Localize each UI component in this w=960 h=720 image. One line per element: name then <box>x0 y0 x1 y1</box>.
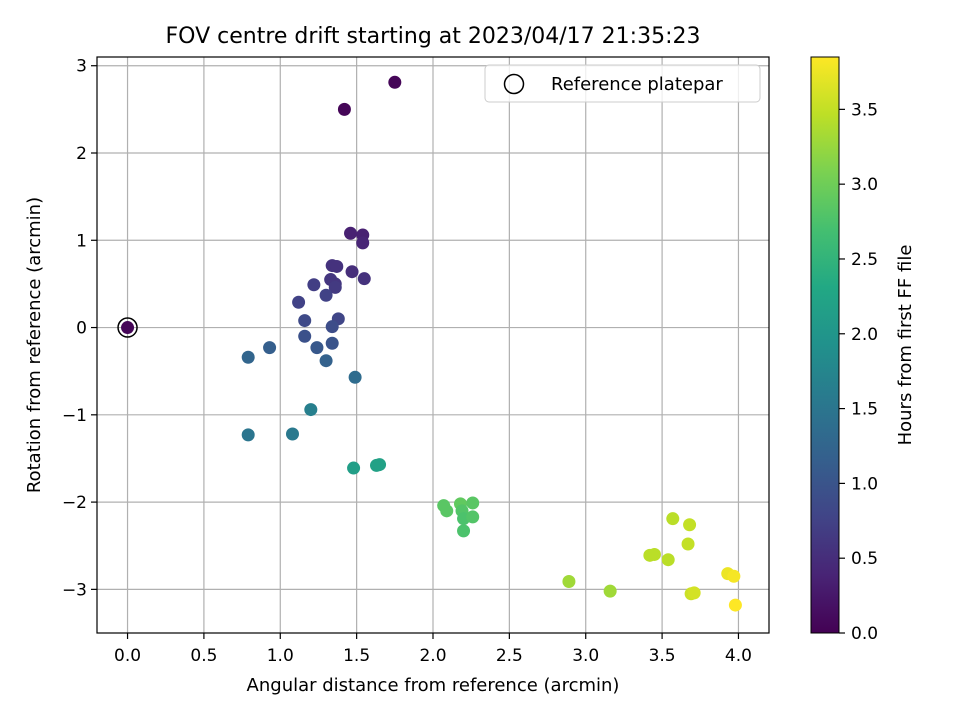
x-tick-label: 3.0 <box>572 646 599 666</box>
grid-layer <box>97 57 769 633</box>
scatter-point <box>347 461 361 475</box>
scatter-point <box>298 314 312 328</box>
scatter-point <box>683 518 697 532</box>
legend-box <box>484 64 761 103</box>
y-tick-label: 2 <box>76 144 87 164</box>
colorbar-tick-label: 3.0 <box>851 175 878 195</box>
x-tick-label: 2.0 <box>419 646 446 666</box>
scatter-point <box>328 280 342 294</box>
scatter-point <box>263 341 277 355</box>
y-tick-label: −1 <box>62 406 87 426</box>
scatter-point <box>241 428 255 442</box>
colorbar-label: Hours from first FF file <box>895 245 916 446</box>
x-tick-label: 0.0 <box>114 646 141 666</box>
y-tick-label: −2 <box>62 493 87 513</box>
scatter-point <box>307 278 321 292</box>
scatter-point <box>727 569 741 583</box>
colorbar-tick-label: 0.0 <box>851 624 878 644</box>
scatter-point <box>562 575 576 589</box>
scatter-point <box>647 547 661 561</box>
x-tick-label: 1.0 <box>267 646 294 666</box>
colorbar-tick-label: 3.5 <box>851 100 878 120</box>
scatter-point <box>337 102 351 116</box>
legend: Reference platepar <box>484 64 761 103</box>
scatter-point <box>310 341 324 355</box>
scatter-point <box>728 598 742 612</box>
scatter-point <box>348 370 362 384</box>
scatter-point <box>241 350 255 364</box>
scatter-point <box>298 329 312 343</box>
scatter-point <box>603 584 617 598</box>
y-tick-label: 0 <box>76 319 87 339</box>
colorbar-tick-label: 1.0 <box>851 474 878 494</box>
scatter-point <box>440 504 454 518</box>
reference-platepar-marker <box>117 317 138 338</box>
x-tick-label: 0.5 <box>190 646 217 666</box>
x-tick-label: 4.0 <box>725 646 752 666</box>
scatter-point <box>304 403 318 417</box>
points-layer <box>117 75 742 612</box>
colorbar: 0.0 0.5 1.0 1.5 2.0 2.5 3.0 3.5 Hours from firs… <box>810 56 916 644</box>
x-tick-label: 1.5 <box>343 646 370 666</box>
scatter-point <box>357 272 371 286</box>
y-tick-label: −3 <box>62 580 87 600</box>
colorbar-ticks: 0.0 0.5 1.0 1.5 2.0 2.5 3.0 3.5 <box>839 100 878 644</box>
scatter-point <box>345 265 359 279</box>
x-tick-label: 2.5 <box>496 646 523 666</box>
colorbar-tick-label: 2.5 <box>851 250 878 270</box>
scatter-point <box>292 295 306 309</box>
scatter-point <box>330 259 344 273</box>
scatter-point <box>319 288 333 302</box>
scatter-point <box>457 524 471 538</box>
scatter-point <box>666 512 680 526</box>
scatter-point <box>325 336 339 350</box>
scatter-point <box>319 354 333 368</box>
legend-marker-reference <box>503 73 525 95</box>
x-tick-label: 3.5 <box>649 646 676 666</box>
y-tick-label: 3 <box>76 57 87 77</box>
scatter-point <box>661 553 675 567</box>
scatter-point <box>681 537 695 551</box>
scatter-point <box>388 75 402 89</box>
scatter-point <box>466 510 480 524</box>
scatter-point <box>344 226 358 240</box>
y-axis-title: Rotation from reference (arcmin) <box>24 197 45 493</box>
colorbar-tick-label: 0.5 <box>851 549 878 569</box>
scatter-point <box>325 320 339 334</box>
legend-entry-reference-platepar: Reference platepar <box>551 74 723 95</box>
scatter-point <box>373 458 387 472</box>
scatter-point <box>356 236 370 250</box>
tick-layer: 0.0 0.5 1.0 1.5 2.0 2.5 3.0 3.5 4.0 −3 −2 −1 0 1 2 3 <box>62 57 752 666</box>
scatter-point <box>121 321 135 335</box>
y-tick-label: 1 <box>76 231 87 251</box>
scatter-point <box>687 586 701 600</box>
scatter-point <box>285 427 299 441</box>
colorbar-tick-label: 2.0 <box>851 325 878 345</box>
x-axis-title: Angular distance from reference (arcmin) <box>247 675 620 696</box>
scatter-point <box>466 496 480 510</box>
chart-title: FOV centre drift starting at 2023/04/17 … <box>166 24 701 49</box>
colorbar-gradient <box>810 56 840 634</box>
colorbar-tick-label: 1.5 <box>851 400 878 420</box>
